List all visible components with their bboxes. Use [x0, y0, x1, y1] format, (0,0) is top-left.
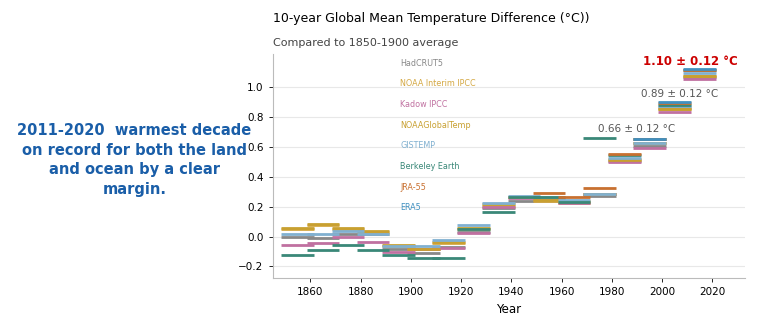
Text: 2011-2020  warmest decade
on record for both the land
and ocean by a clear
margi: 2011-2020 warmest decade on record for b… [17, 123, 252, 197]
Text: 0.66 ± 0.12 °C: 0.66 ± 0.12 °C [598, 124, 676, 133]
Text: 10-year Global Mean Temperature Difference (°C)): 10-year Global Mean Temperature Differen… [273, 12, 589, 25]
Text: 1.10 ± 0.12 °C: 1.10 ± 0.12 °C [643, 55, 737, 68]
Text: Berkeley Earth: Berkeley Earth [400, 162, 459, 171]
Text: 0.89 ± 0.12 °C: 0.89 ± 0.12 °C [641, 89, 718, 99]
X-axis label: Year: Year [496, 303, 521, 316]
Text: HadCRUT5: HadCRUT5 [400, 59, 443, 68]
Text: NOAA Interim IPCC: NOAA Interim IPCC [400, 79, 476, 89]
Text: JRA-55: JRA-55 [400, 182, 426, 192]
Text: Compared to 1850-1900 average: Compared to 1850-1900 average [273, 38, 458, 48]
Text: ERA5: ERA5 [400, 203, 421, 212]
Text: Kadow IPCC: Kadow IPCC [400, 100, 448, 109]
Text: GISTEMP: GISTEMP [400, 141, 435, 150]
Text: NOAAGlobalTemp: NOAAGlobalTemp [400, 121, 471, 130]
